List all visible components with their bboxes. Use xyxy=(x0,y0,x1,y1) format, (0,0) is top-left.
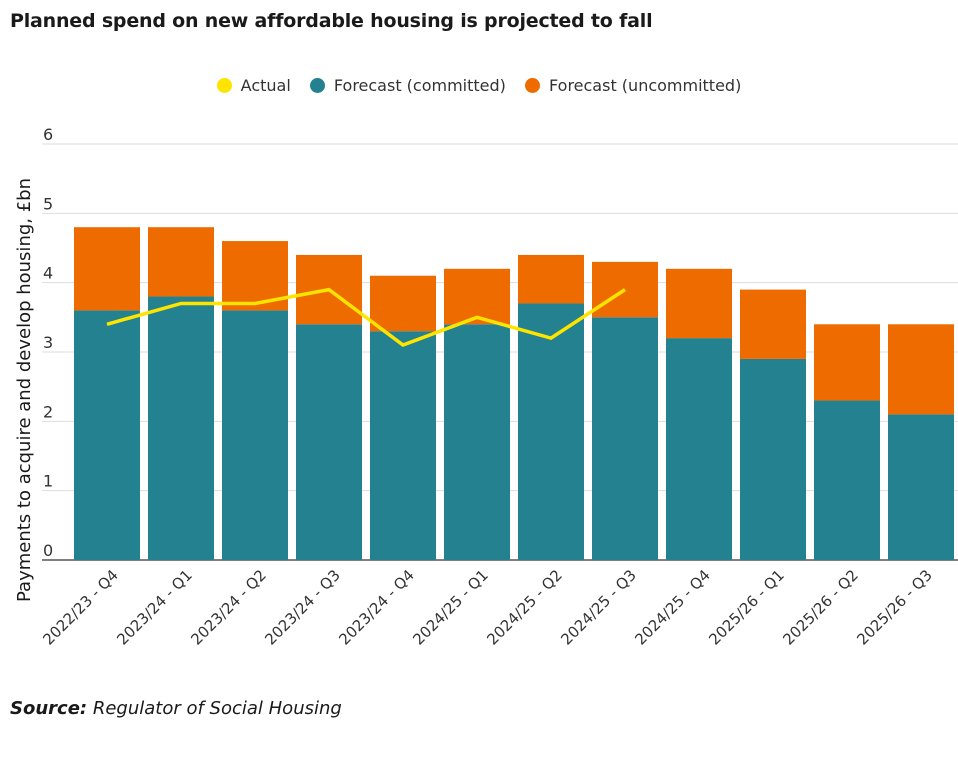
bar-uncommitted xyxy=(888,324,954,415)
x-tick-label: 2025/26 - Q2 xyxy=(779,566,861,648)
bar-uncommitted xyxy=(666,268,732,339)
x-tick-label: 2023/24 - Q1 xyxy=(113,566,195,648)
bar-uncommitted xyxy=(518,254,584,304)
x-tick-label: 2023/24 - Q4 xyxy=(335,566,417,648)
bar-uncommitted xyxy=(814,324,880,401)
bar-committed xyxy=(592,317,658,560)
bar-committed xyxy=(444,324,510,560)
legend-item-uncommitted: Forecast (uncommitted) xyxy=(525,76,741,95)
legend-actual-label: Actual xyxy=(240,76,291,95)
bar-committed xyxy=(740,358,806,560)
legend-committed-marker xyxy=(309,78,325,93)
legend-actual-marker xyxy=(216,78,232,93)
y-tick-label: 4 xyxy=(43,264,53,283)
bar-uncommitted xyxy=(370,275,436,332)
x-tick-label: 2023/24 - Q2 xyxy=(187,566,269,648)
y-tick-label: 1 xyxy=(43,472,53,491)
source-text: Regulator of Social Housing xyxy=(92,698,342,719)
x-tick-label: 2022/23 - Q4 xyxy=(39,566,121,648)
bar-uncommitted xyxy=(148,227,214,297)
bar-committed xyxy=(518,303,584,560)
actual-line-group xyxy=(106,287,626,348)
bar-committed xyxy=(814,400,880,560)
bar-uncommitted xyxy=(740,289,806,359)
legend-item-committed: Forecast (committed) xyxy=(309,76,506,95)
x-tick-label: 2024/25 - Q1 xyxy=(409,566,491,648)
legend-uncommitted-label: Forecast (uncommitted) xyxy=(549,76,742,95)
y-tick-label: 0 xyxy=(43,541,53,560)
x-tick-label: 2025/26 - Q3 xyxy=(853,566,935,648)
x-tick-label: 2025/26 - Q1 xyxy=(705,566,787,648)
y-tick-label: 5 xyxy=(43,194,53,213)
y-tick-label: 6 xyxy=(43,125,53,144)
legend-committed-label: Forecast (committed) xyxy=(333,76,506,95)
bar-committed xyxy=(888,414,954,560)
y-axis-label: Payments to acquire and develop housing,… xyxy=(14,178,35,602)
bar-uncommitted xyxy=(444,268,510,325)
legend-uncommitted-marker xyxy=(525,78,541,93)
y-tick-label: 3 xyxy=(43,333,53,352)
bar-committed xyxy=(148,296,214,560)
bar-committed xyxy=(222,310,288,560)
bar-committed xyxy=(370,331,436,560)
source-note: Source: Regulator of Social Housing xyxy=(10,698,342,719)
x-tick-label: 2023/24 - Q3 xyxy=(261,566,343,648)
x-tick-label: 2024/25 - Q4 xyxy=(631,566,713,648)
actual-line xyxy=(106,287,626,348)
bar-committed xyxy=(666,338,732,560)
y-tick-label: 2 xyxy=(43,402,53,421)
bar-committed xyxy=(74,310,140,560)
bar-uncommitted xyxy=(74,227,140,311)
source-prefix: Source: xyxy=(10,698,88,719)
x-tick-label: 2024/25 - Q2 xyxy=(483,566,565,648)
legend-item-actual: Actual xyxy=(216,76,291,95)
bars xyxy=(74,227,954,560)
chart-title: Planned spend on new affordable housing … xyxy=(10,10,653,32)
x-tick-label: 2024/25 - Q3 xyxy=(557,566,639,648)
chart-legend: Actual Forecast (committed) Forecast (un… xyxy=(0,76,958,97)
bar-committed xyxy=(296,324,362,560)
